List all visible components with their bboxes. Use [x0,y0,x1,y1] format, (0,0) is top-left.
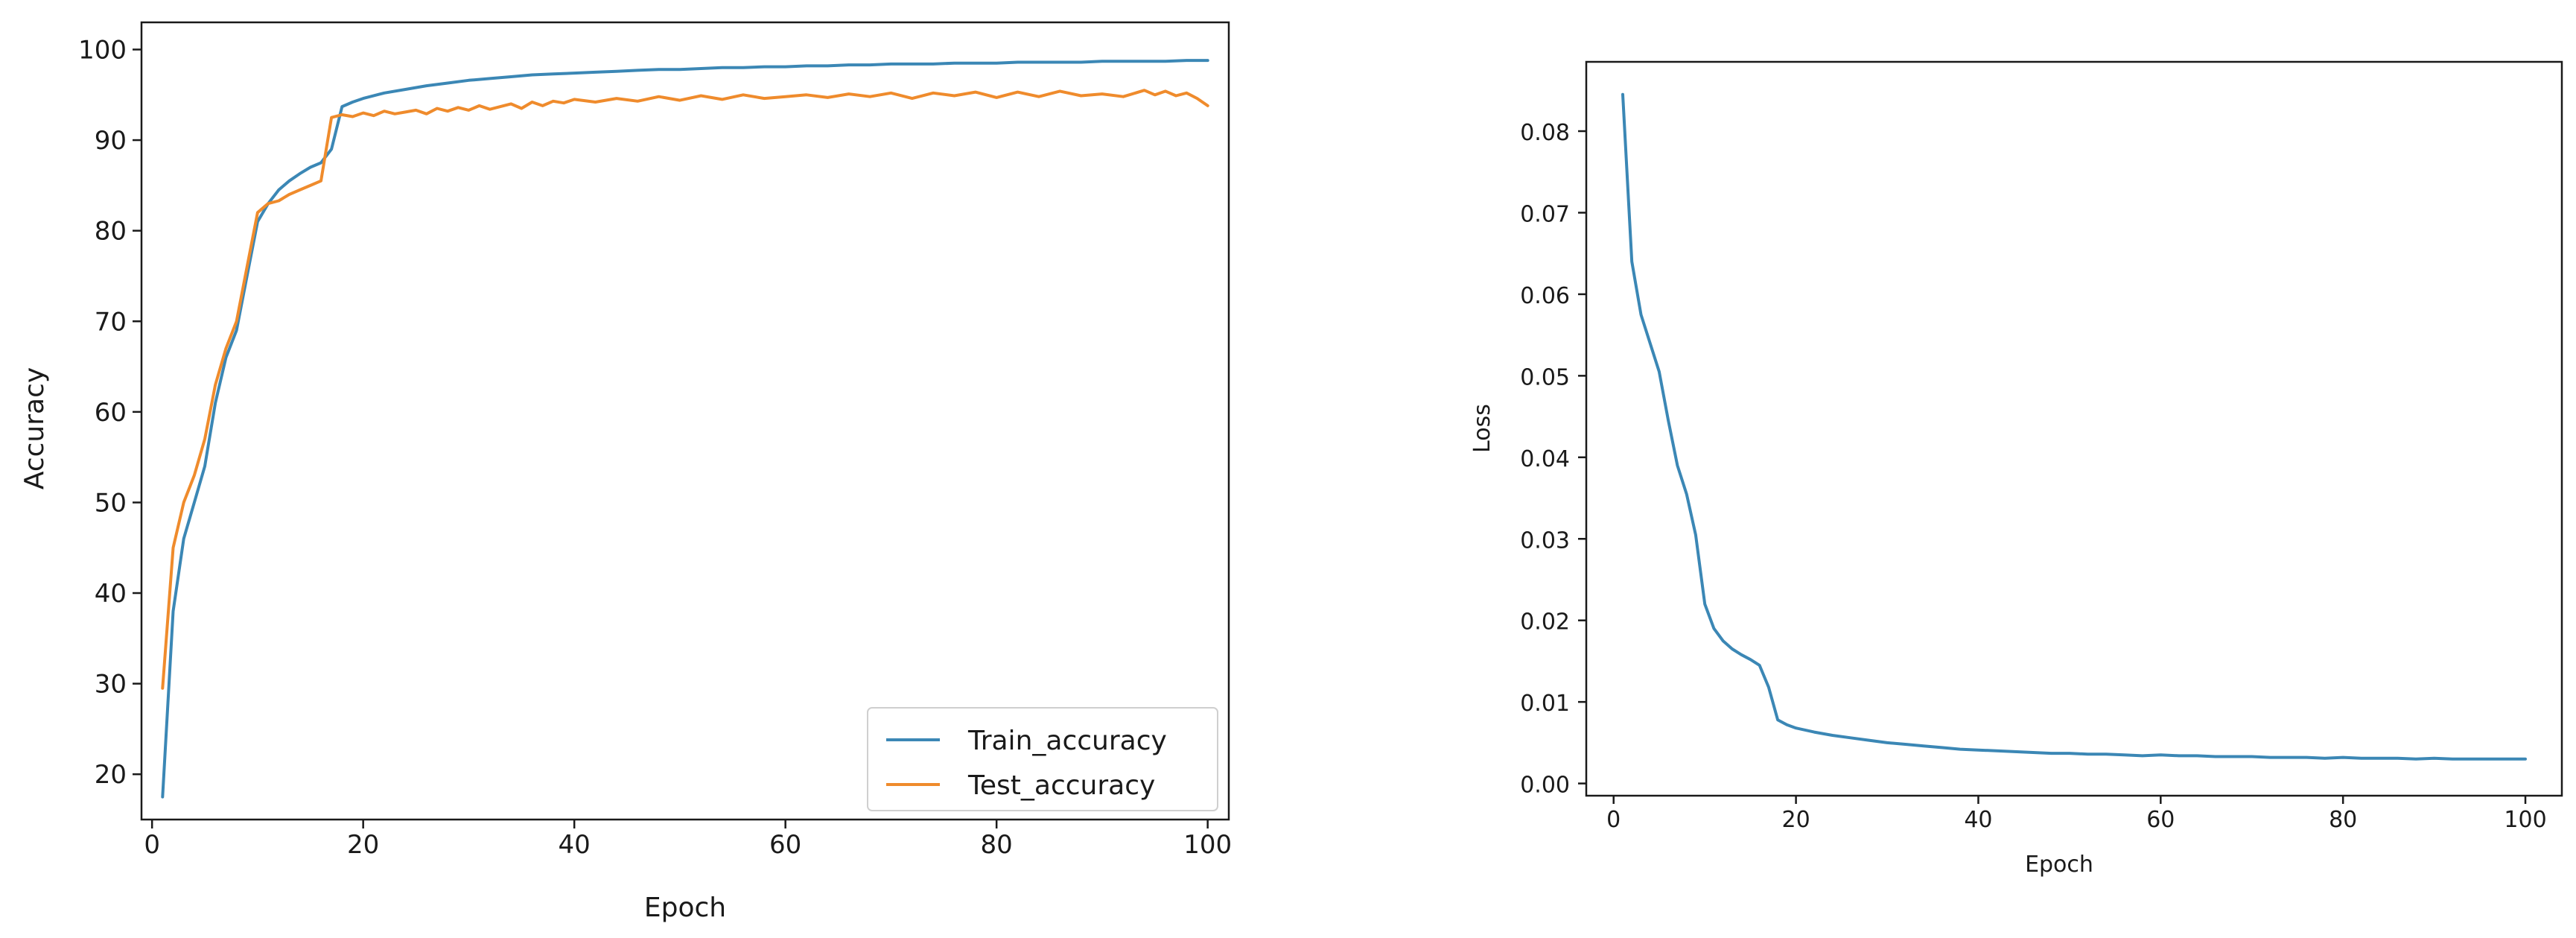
loss-y-tick-label: 0.07 [1520,201,1570,227]
loss-x-ticks: 0 20 40 60 80 100 [1606,796,2547,833]
accuracy-chart: 0 20 40 60 80 100 20 30 40 50 60 70 80 90 100 Epoch A… [19,21,1232,923]
loss-plot-frame [1585,60,2563,797]
loss-series-line [1621,92,2527,761]
loss-x-tick-label: 0 [1606,807,1621,833]
loss-y-tick-label: 0.05 [1520,364,1570,390]
accuracy-y-tick-label: 90 [95,126,127,156]
loss-y-tick-label: 0.06 [1520,283,1570,309]
loss-x-tick-label: 60 [2146,807,2175,833]
accuracy-x-tick-label: 60 [769,830,801,860]
accuracy-x-axis-label: Epoch [644,893,726,923]
loss-x-axis-label: Epoch [2025,852,2093,878]
accuracy-y-tick-label: 70 [95,307,127,337]
accuracy-series-test-accuracy [161,89,1209,690]
loss-y-tick-label: 0.04 [1520,446,1570,472]
loss-x-tick-label: 80 [2329,807,2357,833]
loss-y-axis-label: Loss [1469,404,1495,453]
accuracy-x-tick-label: 100 [1183,830,1232,860]
accuracy-x-tick-label: 0 [144,830,160,860]
accuracy-x-tick-label: 20 [347,830,379,860]
loss-x-tick-label: 20 [1781,807,1810,833]
accuracy-legend: Train_accuracy Test_accuracy [867,707,1218,811]
loss-y-tick-label: 0.00 [1520,773,1570,799]
accuracy-x-tick-label: 40 [559,830,591,860]
legend-label-test: Test_accuracy [967,770,1155,801]
accuracy-y-axis-label: Accuracy [19,367,50,489]
loss-series-line [1621,92,2527,761]
accuracy-y-tick-label: 30 [95,670,127,700]
accuracy-y-tick-label: 40 [95,579,127,609]
accuracy-y-tick-label: 100 [78,35,127,65]
loss-x-tick-label: 100 [2504,807,2546,833]
loss-y-tick-label: 0.02 [1520,609,1570,636]
loss-y-tick-label: 0.01 [1520,691,1570,717]
loss-y-tick-label: 0.03 [1520,527,1570,554]
loss-x-tick-label: 40 [1964,807,1992,833]
accuracy-series-lines [161,59,1209,799]
loss-chart: 0 20 40 60 80 100 0.000.010.020.030.040.050.0… [1469,60,2563,878]
legend-box [867,707,1218,811]
accuracy-plot-frame [140,21,1230,821]
accuracy-y-tick-label: 50 [95,488,127,518]
accuracy-x-tick-label: 80 [981,830,1013,860]
loss-y-tick-label: 0.08 [1520,120,1570,146]
accuracy-series-train-accuracy [161,59,1209,799]
accuracy-y-tick-label: 80 [95,217,127,247]
accuracy-y-tick-label: 60 [95,398,127,428]
legend-label-train: Train_accuracy [967,726,1167,756]
accuracy-y-ticks: 20 30 40 50 60 70 80 90 100 [78,35,141,790]
accuracy-x-ticks: 0 20 40 60 80 100 [144,820,1232,860]
accuracy-y-tick-label: 20 [95,760,127,790]
loss-y-ticks: 0.00 0.01 0.02 0.03 0.04 0.05 0.06 0.07 0.08 [1520,120,1586,799]
